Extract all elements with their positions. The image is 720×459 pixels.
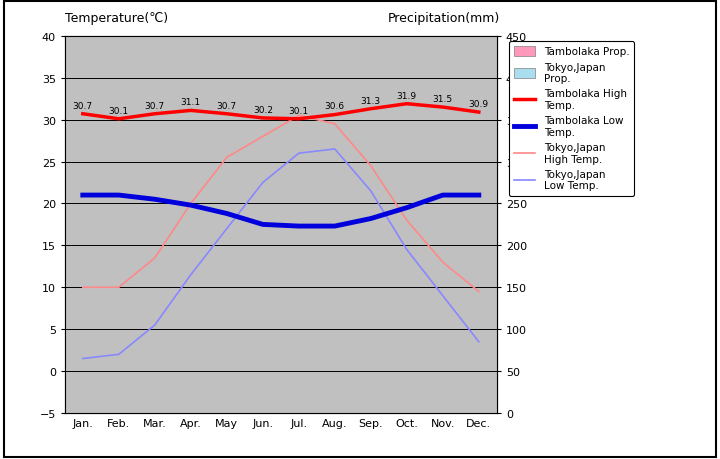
Text: 30.1: 30.1 xyxy=(109,106,129,115)
Bar xyxy=(321,409,335,413)
Bar xyxy=(119,371,132,413)
Bar xyxy=(227,304,240,413)
Bar xyxy=(155,317,168,413)
Bar xyxy=(191,317,204,413)
Text: 30.7: 30.7 xyxy=(73,101,93,110)
Bar xyxy=(479,371,492,413)
Text: 30.6: 30.6 xyxy=(325,102,345,111)
Bar xyxy=(263,279,276,413)
Bar xyxy=(141,237,155,413)
Text: Temperature(℃): Temperature(℃) xyxy=(65,12,168,25)
Bar xyxy=(69,175,83,413)
Text: 31.5: 31.5 xyxy=(433,95,453,104)
Text: 30.1: 30.1 xyxy=(289,106,309,115)
Text: 30.2: 30.2 xyxy=(253,106,273,114)
Bar xyxy=(213,405,227,413)
Text: 31.1: 31.1 xyxy=(181,98,201,107)
Bar xyxy=(83,371,96,413)
Bar xyxy=(177,338,191,413)
Bar xyxy=(429,371,443,413)
Text: 30.7: 30.7 xyxy=(145,101,165,110)
Bar xyxy=(393,237,407,413)
Bar xyxy=(357,246,371,413)
Bar xyxy=(465,233,479,413)
Bar xyxy=(249,409,263,413)
Text: 31.3: 31.3 xyxy=(361,96,381,105)
Text: 30.7: 30.7 xyxy=(217,101,237,110)
Text: 30.9: 30.9 xyxy=(469,100,489,109)
Bar xyxy=(335,288,348,413)
Bar xyxy=(371,246,384,413)
Bar xyxy=(299,288,312,413)
Bar xyxy=(443,338,456,413)
Legend: Tambolaka Prop., Tokyo,Japan
Prop., Tambolaka High
Temp., Tambolaka Low
Temp., T: Tambolaka Prop., Tokyo,Japan Prop., Tamb… xyxy=(509,42,634,196)
Bar xyxy=(407,233,420,413)
Text: 31.9: 31.9 xyxy=(397,91,417,100)
Text: Precipitation(mm): Precipitation(mm) xyxy=(388,12,500,25)
Bar xyxy=(285,409,299,413)
Bar xyxy=(105,191,119,413)
